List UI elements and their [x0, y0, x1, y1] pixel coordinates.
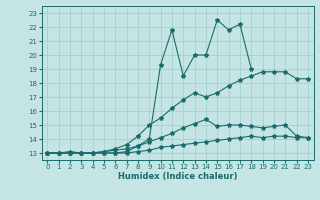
X-axis label: Humidex (Indice chaleur): Humidex (Indice chaleur)	[118, 172, 237, 181]
